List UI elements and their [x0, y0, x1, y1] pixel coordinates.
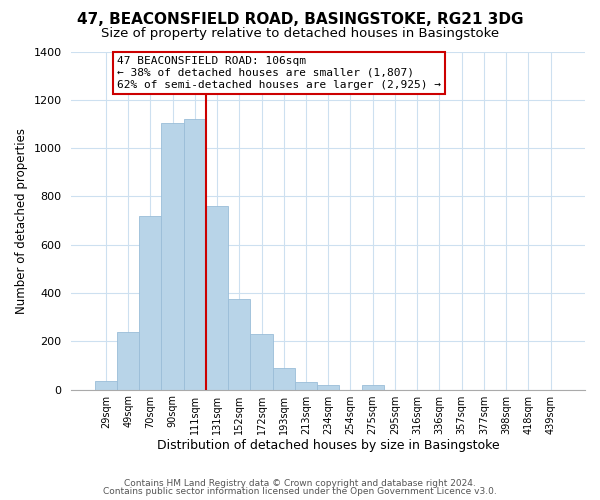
Bar [228, 299, 250, 390]
Bar [362, 385, 384, 390]
Bar [317, 385, 340, 390]
Text: Contains public sector information licensed under the Open Government Licence v3: Contains public sector information licen… [103, 487, 497, 496]
Bar [250, 334, 272, 390]
Y-axis label: Number of detached properties: Number of detached properties [15, 128, 28, 314]
Text: 47 BEACONSFIELD ROAD: 106sqm
← 38% of detached houses are smaller (1,807)
62% of: 47 BEACONSFIELD ROAD: 106sqm ← 38% of de… [117, 56, 441, 90]
X-axis label: Distribution of detached houses by size in Basingstoke: Distribution of detached houses by size … [157, 440, 500, 452]
Bar [95, 381, 117, 390]
Text: Contains HM Land Registry data © Crown copyright and database right 2024.: Contains HM Land Registry data © Crown c… [124, 478, 476, 488]
Bar [117, 332, 139, 390]
Bar [161, 122, 184, 390]
Text: 47, BEACONSFIELD ROAD, BASINGSTOKE, RG21 3DG: 47, BEACONSFIELD ROAD, BASINGSTOKE, RG21… [77, 12, 523, 28]
Bar [139, 216, 161, 390]
Bar [184, 119, 206, 390]
Bar [206, 206, 228, 390]
Bar [295, 382, 317, 390]
Bar [272, 368, 295, 390]
Text: Size of property relative to detached houses in Basingstoke: Size of property relative to detached ho… [101, 28, 499, 40]
